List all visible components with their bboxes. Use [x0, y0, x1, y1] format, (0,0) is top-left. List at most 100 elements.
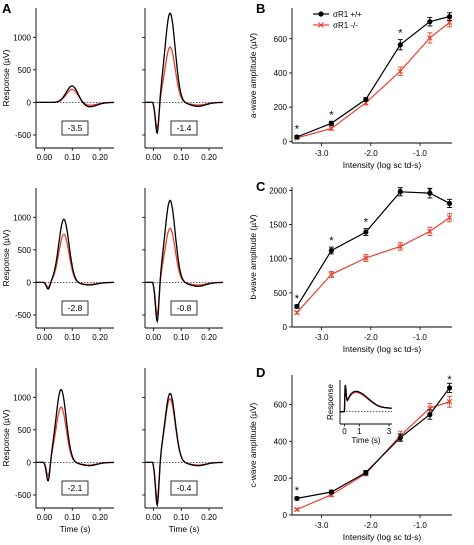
erg-y-tick-label: 500 [18, 66, 32, 75]
significance-star: * [398, 186, 403, 198]
y-tick-label: 600 [274, 35, 288, 44]
y-tick-label: 400 [274, 437, 288, 446]
erg-y-tick-label: -500 [15, 311, 32, 320]
point-wildtype [397, 435, 403, 441]
erg-y-tick-label: 0 [27, 98, 32, 107]
panel-label-b: B [256, 1, 265, 16]
series-line-wildtype [296, 191, 450, 307]
x-axis-label: Intensity (log sc td-s) [343, 160, 422, 170]
legend-knockout-label: σR1 -/- [333, 21, 358, 30]
point-wildtype [446, 385, 453, 391]
point-knockout [328, 125, 335, 132]
significance-star: * [428, 186, 433, 198]
y-tick-label: 0 [283, 323, 288, 332]
erg-y-tick-label: 1000 [13, 33, 31, 42]
legend-wildtype-label: σR1 +/+ [333, 10, 362, 19]
erg-x-tick-label: 0.20 [201, 333, 217, 342]
point-wildtype [427, 190, 433, 196]
erg-plot--0.8: 0.00 0.10 0.20 -0.8 [142, 188, 223, 342]
erg-y-tick-label: 1000 [13, 213, 31, 222]
point-wildtype [427, 19, 433, 25]
intensity-label: -3.5 [68, 123, 83, 133]
significance-star: * [295, 485, 300, 497]
point-wildtype [397, 189, 403, 195]
erg-y-tick-label: 0 [27, 278, 32, 287]
inset-x-tick-label: 3 [387, 427, 392, 436]
point-knockout [328, 271, 335, 278]
erg-trace-knockout [36, 233, 114, 288]
y-axis-label: c-wave amplitude (µV) [248, 402, 258, 487]
x-tick-label: -1.0 [413, 149, 427, 158]
point-wildtype [294, 495, 300, 502]
erg-x-tick-label: 0.20 [201, 513, 217, 522]
point-wildtype [363, 96, 369, 103]
inset-x-axis-label: Time (s) [351, 436, 380, 445]
y-axis-label: b-wave amplitude (µV) [248, 214, 258, 299]
intensity-box [170, 120, 198, 136]
erg-x-tick-label: 0.00 [146, 513, 162, 522]
intensity-label: -2.1 [68, 483, 83, 493]
point-knockout [363, 255, 369, 261]
point-wildtype [427, 412, 433, 418]
point-wildtype [446, 200, 453, 206]
erg-trace-knockout [36, 406, 114, 477]
point-wildtype [328, 489, 334, 495]
series-line-knockout [296, 217, 450, 314]
x-tick-label: -1.0 [413, 521, 427, 530]
intensity-label: -0.8 [177, 303, 192, 313]
point-knockout [446, 214, 453, 221]
y-tick-label: 400 [274, 69, 288, 78]
erg-y-tick-label: -500 [15, 131, 32, 140]
y-tick-label: 0 [283, 511, 288, 520]
series-line-knockout [296, 22, 450, 139]
erg-trace-wildtype [36, 85, 115, 108]
erg-x-tick-label: 0.00 [146, 333, 162, 342]
x-tick-label: -2.0 [364, 521, 378, 530]
y-tick-label: 200 [274, 474, 288, 483]
intensity-label: -1.4 [177, 123, 192, 133]
significance-star: * [398, 28, 403, 40]
erg-trace-wildtype [145, 392, 223, 508]
erg-trace-knockout [145, 46, 223, 130]
significance-star: * [447, 374, 452, 386]
erg-x-axis-label: Time (s) [169, 524, 200, 534]
erg-plot--1.4: 0.00 0.10 0.20 -1.4 [142, 8, 223, 162]
point-wildtype [397, 42, 403, 48]
inset-x-tick-label: 1 [357, 427, 362, 436]
x-tick-label: -2.0 [364, 149, 378, 158]
x-tick-label: -3.0 [315, 149, 329, 158]
erg-trace-wildtype [145, 199, 223, 324]
erg-plot--3.5: -500 0 500 1000 0.00 0.10 0.20 -3.5 Response (µV… [1, 8, 115, 162]
x-axis-label: Intensity (log sc td-s) [343, 344, 422, 354]
panel-c-b-wave-chart: 0 500 1000 1500 2000 -3.0 -2.0 -1.0 Intensity (l… [248, 186, 453, 354]
x-axis-label: Intensity (log sc td-s) [343, 532, 422, 542]
erg-x-tick-label: 0.10 [173, 513, 189, 522]
intensity-box [61, 300, 89, 316]
point-knockout [446, 19, 453, 26]
series-line-wildtype [296, 387, 450, 499]
significance-star: * [364, 217, 369, 229]
panel-b-a-wave-chart: 0 200 400 600 -3.0 -2.0 -1.0 Intensity (log sc … [248, 8, 453, 170]
point-wildtype [294, 134, 300, 140]
intensity-label: -2.8 [68, 303, 83, 313]
erg-y-tick-label: 0 [27, 458, 32, 467]
legend-wildtype-marker [318, 11, 324, 17]
erg-x-tick-label: 0.00 [37, 153, 53, 162]
erg-x-tick-label: 0.10 [173, 333, 189, 342]
erg-plot--0.4: 0.00 0.10 0.20 -0.4 [142, 368, 223, 522]
point-knockout [427, 228, 433, 235]
point-knockout [397, 68, 404, 75]
erg-x-tick-label: 0.10 [64, 513, 80, 522]
erg-x-tick-label: 0.10 [64, 333, 80, 342]
erg-trace-wildtype [145, 12, 223, 135]
series-line-knockout [296, 401, 450, 511]
panel-label-c: C [256, 179, 266, 194]
erg-x-tick-label: 0.10 [173, 153, 189, 162]
intensity-box [61, 120, 89, 136]
significance-star: * [329, 109, 334, 121]
point-wildtype [328, 120, 334, 126]
significance-star: * [329, 235, 334, 247]
panel-d-c-wave-chart: 0 200 400 600 -3.0 -2.0 -1.0 Intensity (log sc … [248, 374, 452, 542]
intensity-box [170, 480, 198, 496]
